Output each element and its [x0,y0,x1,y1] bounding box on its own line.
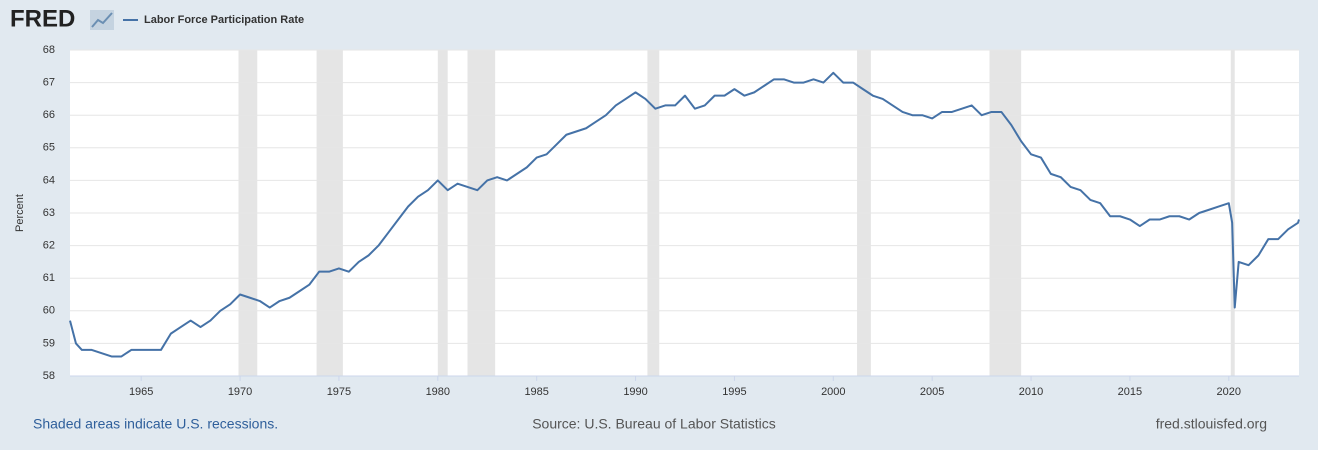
recession-note: Shaded areas indicate U.S. recessions. [33,416,278,432]
y-tick-label: 63 [43,207,55,219]
x-tick-label: 1995 [722,386,746,398]
y-axis-label: Percent [14,194,26,232]
y-tick-label: 64 [43,174,55,186]
series-line [69,71,1300,358]
x-tick-label: 2000 [821,386,845,398]
x-tick-label: 1985 [524,386,548,398]
y-tick-label: 60 [43,305,55,317]
y-tick-label: 62 [43,240,55,252]
x-tick-label: 2010 [1019,386,1043,398]
x-tick-label: 2015 [1118,386,1142,398]
y-tick-label: 59 [43,337,55,349]
x-tick-label: 1975 [327,386,351,398]
y-tick-label: 67 [43,77,55,89]
logo: FRED [10,5,75,32]
y-tick-label: 68 [43,44,55,56]
y-tick-label: 65 [43,142,55,154]
y-tick-label: 58 [43,370,55,382]
x-tick-label: 1965 [129,386,153,398]
x-tick-label: 1980 [426,386,450,398]
site: fred.stlouisfed.org [1156,416,1267,432]
y-tick-label: 61 [43,272,55,284]
y-tick-label: 66 [43,109,55,121]
legend-label: Labor Force Participation Rate [144,14,304,26]
source: Source: U.S. Bureau of Labor Statistics [532,416,776,432]
x-tick-label: 1990 [623,386,647,398]
x-tick-label: 1970 [228,386,252,398]
x-tick-label: 2005 [920,386,944,398]
x-tick-label: 2020 [1217,386,1241,398]
logo-icon [90,10,114,30]
